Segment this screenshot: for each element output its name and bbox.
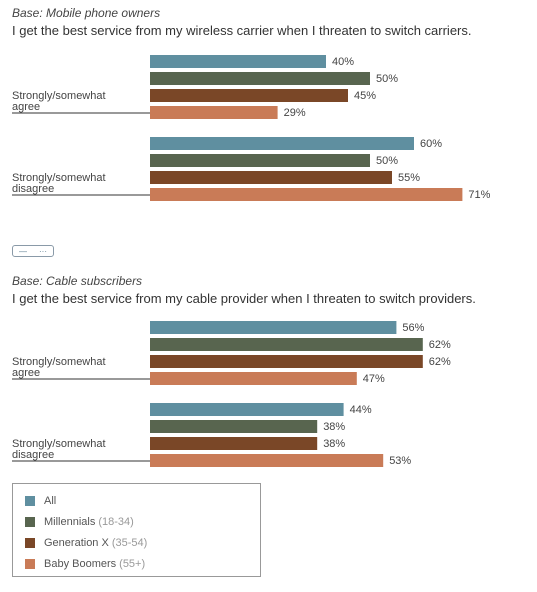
legend-paren: (55+) [119,557,146,570]
bar-millennials-disagree [150,154,370,167]
legend-item-boomers: Baby Boomers (55+) [25,553,260,574]
legend-label: Generation X [44,536,109,549]
category-label: Strongly/somewhat [12,172,106,184]
bar-boomers-agree [150,106,278,119]
bar-all-agree [150,321,397,334]
bar-value-label: 55% [398,172,420,184]
legend-label: All [44,494,57,507]
bar-millennials-agree [150,72,370,85]
bar-all-agree [150,55,326,68]
bar-value-label: 71% [468,189,490,201]
bar-value-label: 45% [354,90,376,102]
bar-boomers-agree [150,372,357,385]
category-label: agree [12,367,40,379]
chart2-plot: 56%62%62%47%Strongly/somewhatagree44%38%… [12,321,451,467]
category-label: Strongly/somewhat [12,90,106,102]
chart-control[interactable]: — ··· [12,245,54,257]
legend-item-genx: Generation X (35-54) [25,532,260,553]
bar-boomers-disagree [150,188,463,201]
legend-paren: (35-54) [111,536,148,549]
legend-label: Baby Boomers [44,557,117,570]
bar-millennials-agree [150,338,423,351]
legend-item-all: All [25,490,260,511]
category-label: disagree [12,449,54,461]
bar-value-label: 44% [350,404,372,416]
bar-value-label: 29% [284,107,306,119]
legend-swatch-all [25,495,35,506]
legend-item-millennials: Millennials (18-34) [25,511,260,532]
bar-value-label: 40% [332,56,354,68]
category-label: disagree [12,183,54,195]
legend-label: Millennials [44,515,96,528]
chart1-base: Base: Mobile phone owners [12,6,161,20]
bar-millennials-disagree [150,420,318,433]
chart1-title: I get the best service from my wireless … [12,23,472,38]
bar-value-label: 47% [363,373,385,385]
bar-boomers-disagree [150,454,384,467]
category-label: Strongly/somewhat [12,356,106,368]
bar-genx-disagree [150,171,392,184]
legend: All Millennials (18-34) Generation X (35… [12,483,261,577]
bar-value-label: 38% [323,438,345,450]
more-icon[interactable]: ··· [39,246,47,256]
bar-genx-agree [150,355,423,368]
legend-paren: (18-34) [98,515,134,528]
chart2-title: I get the best service from my cable pro… [12,291,476,306]
bar-value-label: 62% [429,339,451,351]
bar-value-label: 60% [420,138,442,150]
bar-genx-disagree [150,437,318,450]
category-label: Strongly/somewhat [12,438,106,450]
bar-value-label: 56% [402,322,424,334]
bar-value-label: 62% [429,356,451,368]
bar-value-label: 38% [323,421,345,433]
bar-all-disagree [150,403,344,416]
legend-swatch-boomers [25,558,35,569]
chart2-base: Base: Cable subscribers [12,274,143,288]
bar-all-disagree [150,137,414,150]
category-label: agree [12,101,40,113]
bar-value-label: 50% [376,155,398,167]
legend-swatch-genx [25,537,35,548]
minus-icon[interactable]: — [19,246,27,256]
bar-value-label: 53% [389,455,411,467]
bar-value-label: 50% [376,73,398,85]
bar-genx-agree [150,89,348,102]
legend-swatch-millennials [25,516,35,527]
chart1-plot: 40%50%45%29%Strongly/somewhatagree60%50%… [12,55,491,201]
